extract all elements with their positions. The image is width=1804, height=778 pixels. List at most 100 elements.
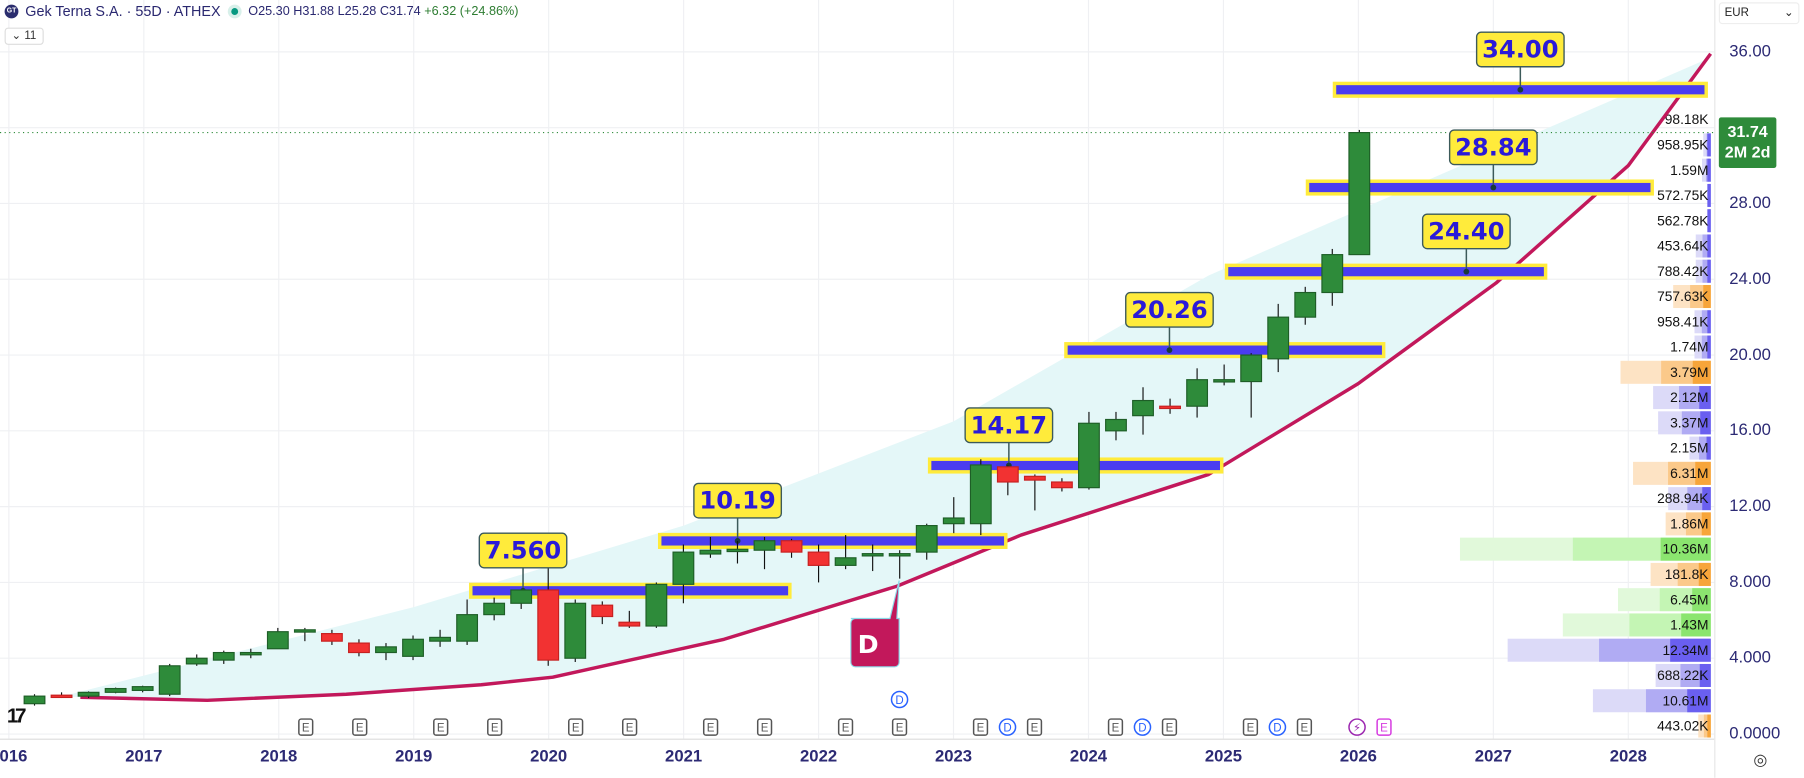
event-marker-E[interactable]: E [1026, 718, 1043, 736]
volume-profile-row: 757.63K [1657, 285, 1711, 309]
collapse-indicators-button[interactable]: ⌄ 11 [4, 27, 44, 45]
symbol-title[interactable]: Gek Terna S.A. · 55D · ATHEX [25, 3, 221, 20]
event-marker-E-future[interactable]: E [1376, 718, 1392, 736]
volume-profile-row: 10.36M [1459, 537, 1711, 561]
candle-body [1159, 405, 1181, 410]
volume-bar-dark [1707, 335, 1711, 359]
dividend-letter: D [1138, 723, 1146, 735]
event-marker-E[interactable]: E [298, 718, 314, 736]
price-level-34.00 [1332, 66, 1708, 98]
candle-body [807, 551, 830, 566]
event-marker-E[interactable]: E [487, 718, 503, 736]
candle-body [645, 583, 668, 627]
dividend-letter: D [895, 695, 903, 707]
market-status-icon[interactable] [227, 4, 242, 19]
time-tick-label: 2016 [0, 747, 28, 767]
level-label-box [1448, 129, 1538, 166]
candle [158, 663, 181, 697]
volume-profile-row: 1.74M [1670, 335, 1711, 359]
candle [402, 635, 424, 661]
candle [942, 497, 965, 534]
candle-body [726, 548, 749, 553]
volume-label: 10.61M [1662, 693, 1708, 708]
candle [726, 540, 749, 564]
open-value: O25.30 [248, 4, 290, 19]
event-marker-E[interactable]: E [837, 718, 854, 736]
level-band [472, 586, 789, 596]
volume-profile-row: 288.94K [1657, 487, 1711, 511]
candle [456, 599, 479, 645]
candle-body [239, 651, 262, 656]
event-marker-E[interactable]: E [568, 718, 584, 736]
event-marker-E[interactable]: E [972, 718, 989, 736]
volume-profile-row: 2.12M [1653, 386, 1711, 410]
currency-select[interactable]: EUR ⌄ [1718, 2, 1800, 25]
event-marker-E[interactable]: E [1296, 718, 1313, 736]
earnings-letter: E [977, 723, 985, 735]
candle-body [266, 631, 289, 650]
candle-body [429, 636, 451, 642]
change-value: +6.32 (+24.86%) [424, 4, 519, 19]
event-marker-E[interactable]: E [352, 718, 368, 736]
volume-bar-dark [1698, 562, 1711, 586]
event-marker-E[interactable]: E [702, 718, 719, 736]
candle [564, 599, 587, 663]
volume-label: 1.59M [1670, 163, 1708, 178]
event-marker-E[interactable]: E [1161, 718, 1178, 736]
event-marker-D[interactable]: D [998, 718, 1017, 736]
event-marker-D[interactable]: D [890, 690, 909, 709]
settings-icon[interactable]: ◎ [1753, 750, 1768, 769]
candle [239, 648, 262, 659]
currency-label: EUR [1724, 6, 1749, 20]
event-marker-D[interactable]: D [1133, 718, 1152, 736]
volume-label: 443.02K [1657, 719, 1709, 734]
volume-label: 958.95K [1657, 138, 1709, 153]
earnings-letter: E [572, 723, 580, 735]
last-price-tag: 31.74 2M 2d [1718, 117, 1777, 168]
candle-body [834, 557, 857, 566]
level-label: 10.19 [693, 482, 783, 519]
candle-body [780, 540, 803, 553]
candle-body [77, 691, 100, 697]
dividend-callout: D [850, 580, 900, 668]
bar-countdown: 2M 2d [1724, 142, 1771, 162]
event-marker-E[interactable]: E [1242, 718, 1259, 736]
earnings-letter: E [842, 723, 850, 735]
event-marker-E[interactable]: E [1107, 718, 1124, 736]
level-band [661, 536, 1005, 546]
candle [50, 692, 73, 699]
candle [834, 535, 857, 570]
price-tick-label: 12.00 [1729, 497, 1771, 516]
price-tick-label: 24.00 [1729, 270, 1771, 289]
candle-body [131, 686, 154, 692]
price-axis-line [1714, 0, 1716, 778]
ohlc-values: O25.30 H31.88 L25.28 C31.74 +6.32 (+24.8… [248, 5, 518, 19]
volume-profile-row: 98.18K [1665, 112, 1710, 127]
volume-bar-dark [1681, 613, 1711, 637]
candle-body [996, 466, 1019, 483]
volume-profile-row: 1.86M [1665, 512, 1711, 536]
close-value: C31.74 [379, 4, 421, 19]
earnings-icon [702, 718, 719, 736]
chevron-down-icon: ⌄ [1783, 6, 1794, 20]
event-marker-E[interactable]: E [621, 718, 638, 736]
candle [266, 627, 289, 650]
event-marker-E[interactable]: E [756, 718, 773, 736]
event-marker-E[interactable]: E [433, 718, 449, 736]
event-marker-D[interactable]: D [1268, 718, 1287, 736]
candle-body [320, 633, 343, 642]
level-label-text: 24.40 [1428, 217, 1504, 245]
candle [1240, 353, 1263, 418]
callout-text: D [858, 630, 879, 659]
earnings-letter: E [302, 723, 310, 735]
candle-body [510, 589, 533, 604]
earnings-icon [298, 718, 314, 736]
price-level-20.26 [1064, 327, 1386, 359]
volume-bar-dark [1707, 209, 1711, 233]
tradingview-logo[interactable]: 17 [6, 704, 27, 728]
earnings-icon [891, 718, 908, 736]
price-tick-label: 0.0000 [1729, 724, 1781, 744]
event-marker-split[interactable]: ⚡ [1348, 718, 1366, 736]
event-marker-E[interactable]: E [891, 718, 908, 736]
